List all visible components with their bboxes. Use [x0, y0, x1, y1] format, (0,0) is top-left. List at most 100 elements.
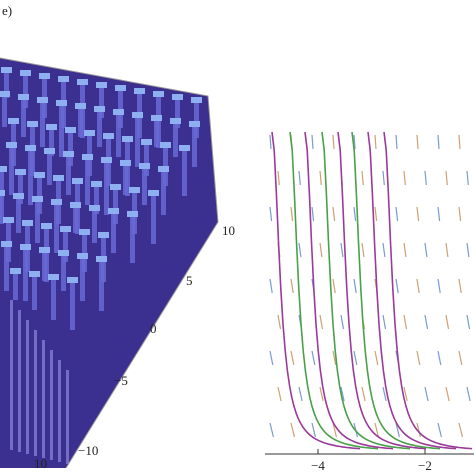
plateau — [82, 154, 93, 160]
plateau — [0, 91, 10, 97]
plateau — [77, 253, 88, 259]
plateau — [34, 172, 45, 178]
slope-dash — [416, 278, 420, 294]
plateau — [132, 112, 143, 118]
plateau — [115, 85, 126, 91]
spike — [173, 121, 178, 157]
spike — [82, 232, 87, 272]
slope-dash — [382, 170, 385, 186]
axis-label: −5 — [114, 373, 128, 388]
slope-dash — [374, 206, 378, 222]
slope-dash — [311, 350, 316, 366]
spike — [78, 106, 83, 137]
spike — [4, 70, 9, 98]
slope-dash — [395, 422, 400, 438]
spike — [66, 370, 69, 464]
solution-curve — [289, 131, 379, 450]
plateau — [148, 190, 159, 196]
slope-dash — [269, 134, 272, 150]
solution-curve — [321, 131, 411, 450]
slope-dash — [290, 422, 295, 438]
slope-dash — [290, 278, 294, 294]
slope-dash — [437, 134, 440, 150]
spike — [40, 100, 45, 147]
slope-dash — [361, 386, 366, 402]
plateau — [179, 145, 190, 151]
plateau — [60, 226, 71, 232]
plateau — [18, 94, 29, 100]
solution-curve — [367, 131, 457, 450]
plateau — [160, 142, 171, 148]
plateau — [65, 127, 76, 133]
plateau — [1, 241, 12, 247]
slope-dash — [445, 170, 448, 186]
spike — [99, 85, 104, 118]
plateau — [98, 232, 109, 238]
plateau — [134, 88, 145, 94]
spike — [59, 103, 64, 157]
plateau — [101, 157, 112, 163]
slope-dash — [319, 170, 322, 186]
slope-dash — [458, 350, 463, 366]
plateau — [94, 106, 105, 112]
slope-dash — [332, 134, 335, 150]
spike — [80, 256, 85, 301]
spike — [18, 310, 21, 452]
slope-dash — [445, 386, 450, 402]
spike — [37, 175, 42, 214]
spike — [50, 350, 53, 460]
spike — [9, 145, 14, 195]
slope-dash — [332, 278, 336, 294]
plateau — [141, 139, 152, 145]
solution-curve — [337, 131, 427, 450]
plateau — [89, 205, 100, 211]
spike — [85, 157, 90, 205]
spike — [16, 196, 21, 233]
spike — [142, 166, 147, 205]
slope-dash — [382, 242, 386, 258]
slope-dash — [353, 278, 357, 294]
slope-dash — [353, 134, 356, 150]
slope-dash — [437, 422, 442, 438]
plateau — [72, 178, 83, 184]
plateau — [70, 202, 81, 208]
plateau — [56, 100, 67, 106]
plateau — [139, 163, 150, 169]
slope-dash — [458, 278, 462, 294]
solution-curve — [271, 131, 361, 450]
spike — [144, 142, 149, 176]
axis-label: 10 — [34, 456, 47, 471]
axis-label: 10 — [222, 223, 235, 238]
spike — [70, 280, 75, 330]
slope-dash — [437, 278, 441, 294]
spike — [28, 148, 33, 205]
box-edge — [65, 221, 219, 469]
spike — [18, 172, 23, 204]
plateau — [84, 130, 95, 136]
slope-dash — [458, 206, 462, 222]
slope-dash — [395, 206, 399, 222]
plateau — [8, 118, 19, 124]
slope-dash — [424, 170, 427, 186]
slope-dash — [424, 314, 429, 330]
line-plot — [265, 120, 474, 455]
axis-label: 0 — [150, 321, 157, 336]
spike — [51, 277, 56, 320]
slope-dash — [437, 206, 441, 222]
slope-dash — [424, 386, 429, 402]
spike — [116, 112, 121, 157]
panel-label: e) — [2, 3, 12, 18]
slope-dash — [458, 422, 463, 438]
plateau — [110, 184, 121, 190]
x-tick-label: −2 — [418, 458, 432, 473]
spike — [68, 130, 73, 166]
plot-area — [265, 120, 474, 454]
plateau — [189, 121, 200, 127]
slope-dash — [269, 206, 273, 222]
slope-dash — [361, 242, 365, 258]
slope-dash — [277, 170, 280, 186]
slope-dash — [445, 242, 449, 258]
spike — [42, 340, 45, 458]
spike — [123, 163, 128, 195]
slope-dash — [340, 386, 345, 402]
